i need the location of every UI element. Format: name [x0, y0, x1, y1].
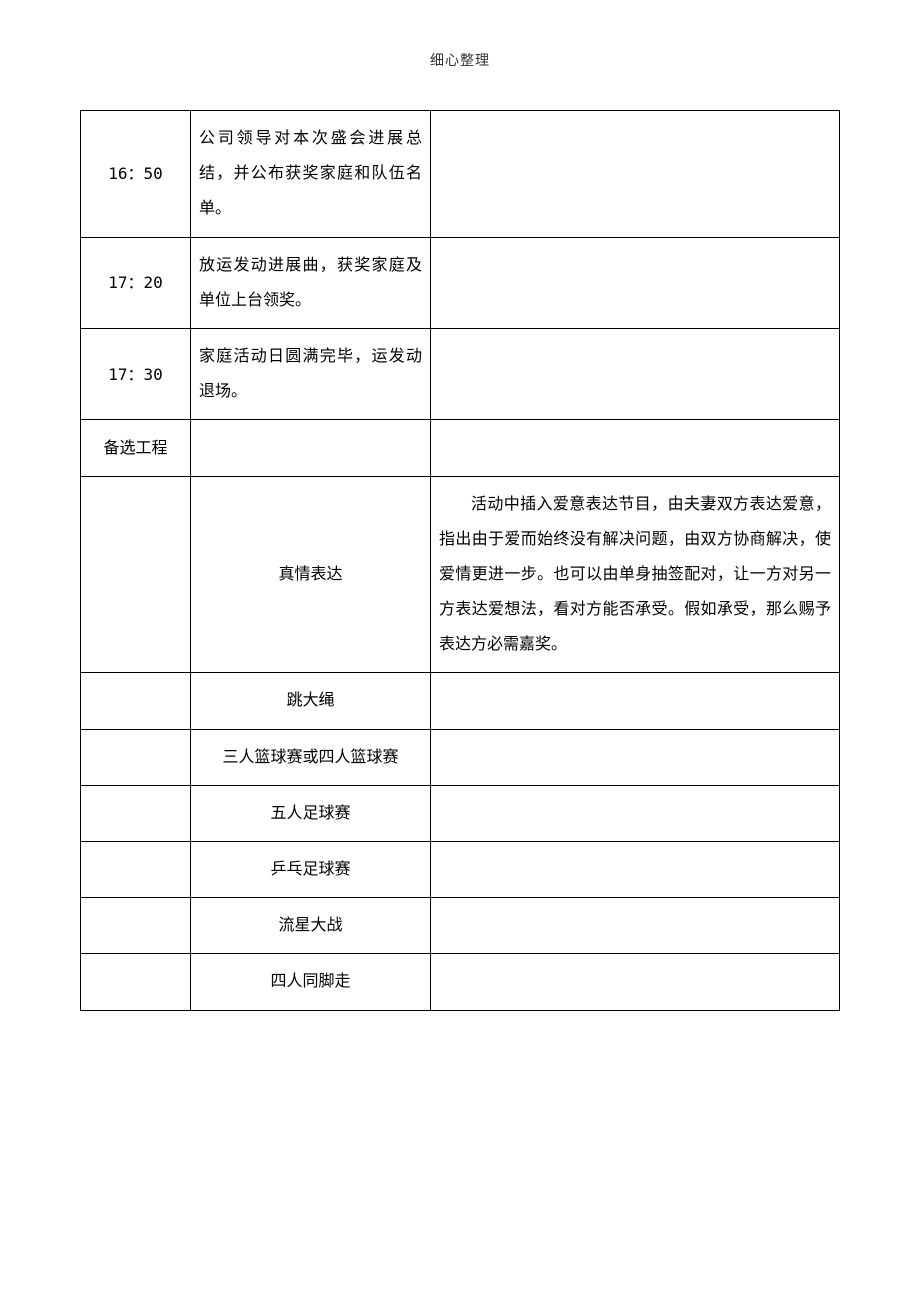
desc-cell: [431, 898, 840, 954]
table-row: 乒乓足球赛: [81, 842, 840, 898]
time-cell: 17：30: [81, 328, 191, 419]
table-row: 五人足球赛: [81, 785, 840, 841]
schedule-table: 16：50 公司领导对本次盛会进展总结，并公布获奖家庭和队伍名单。 17：20 …: [80, 110, 840, 1011]
activity-cell: 四人同脚走: [191, 954, 431, 1010]
activity-cell: 乒乓足球赛: [191, 842, 431, 898]
time-cell: [81, 954, 191, 1010]
table-row: 16：50 公司领导对本次盛会进展总结，并公布获奖家庭和队伍名单。: [81, 111, 840, 238]
table-row: 真情表达 活动中插入爱意表达节目，由夫妻双方表达爱意，指出由于爱而始终没有解决问…: [81, 476, 840, 673]
activity-cell: 流星大战: [191, 898, 431, 954]
desc-cell: 活动中插入爱意表达节目，由夫妻双方表达爱意，指出由于爱而始终没有解决问题，由双方…: [431, 476, 840, 673]
activity-cell: 跳大绳: [191, 673, 431, 729]
activity-cell: [191, 420, 431, 476]
time-cell: [81, 842, 191, 898]
page-header: 细心整理: [80, 50, 840, 70]
desc-cell: [431, 785, 840, 841]
table-row: 流星大战: [81, 898, 840, 954]
table-row: 17：30 家庭活动日圆满完毕，运发动退场。: [81, 328, 840, 419]
desc-cell: [431, 111, 840, 238]
desc-cell: [431, 729, 840, 785]
desc-cell: [431, 420, 840, 476]
desc-cell: [431, 673, 840, 729]
desc-cell: [431, 328, 840, 419]
time-cell: [81, 673, 191, 729]
time-cell: 17：20: [81, 237, 191, 328]
activity-cell: 家庭活动日圆满完毕，运发动退场。: [191, 328, 431, 419]
desc-cell: [431, 842, 840, 898]
time-cell: [81, 476, 191, 673]
table-row: 备选工程: [81, 420, 840, 476]
activity-cell: 公司领导对本次盛会进展总结，并公布获奖家庭和队伍名单。: [191, 111, 431, 238]
section-label-cell: 备选工程: [81, 420, 191, 476]
activity-cell: 五人足球赛: [191, 785, 431, 841]
activity-cell: 放运发动进展曲，获奖家庭及单位上台领奖。: [191, 237, 431, 328]
table-row: 17：20 放运发动进展曲，获奖家庭及单位上台领奖。: [81, 237, 840, 328]
desc-cell: [431, 954, 840, 1010]
desc-cell: [431, 237, 840, 328]
activity-cell: 三人篮球赛或四人篮球赛: [191, 729, 431, 785]
time-cell: [81, 785, 191, 841]
table-row: 跳大绳: [81, 673, 840, 729]
time-cell: [81, 729, 191, 785]
activity-cell: 真情表达: [191, 476, 431, 673]
table-row: 三人篮球赛或四人篮球赛: [81, 729, 840, 785]
table-row: 四人同脚走: [81, 954, 840, 1010]
time-cell: [81, 898, 191, 954]
time-cell: 16：50: [81, 111, 191, 238]
